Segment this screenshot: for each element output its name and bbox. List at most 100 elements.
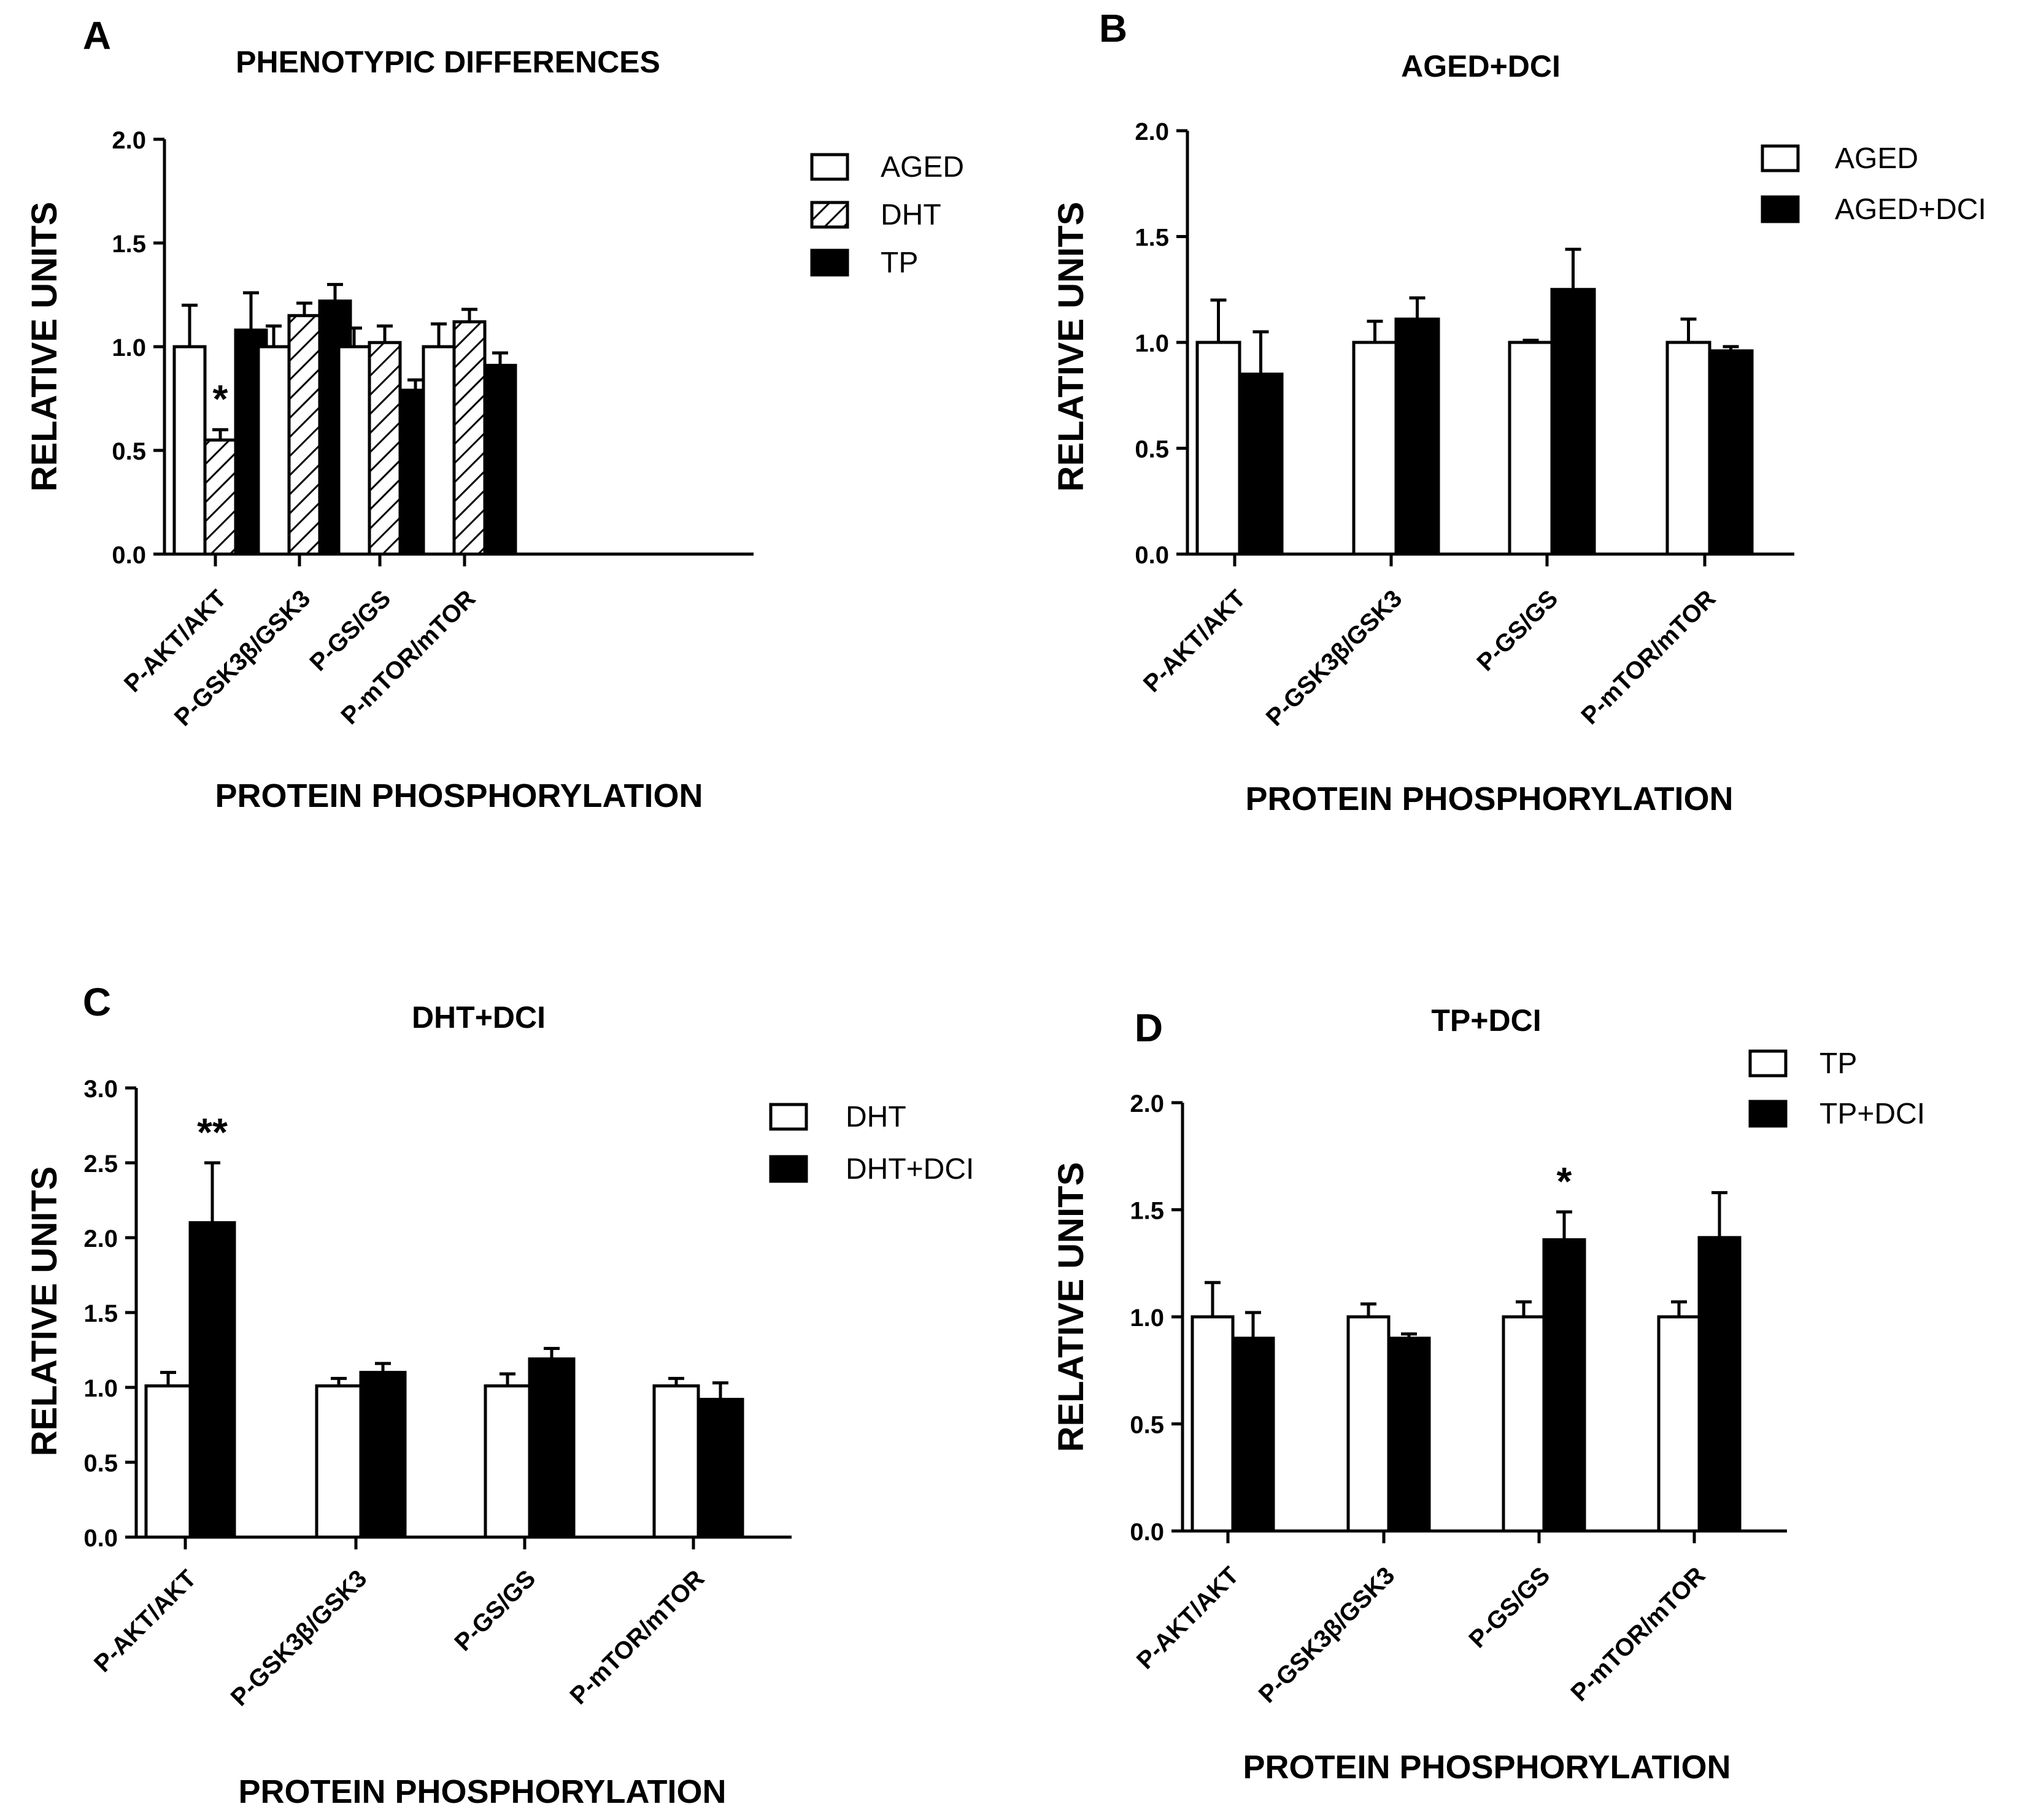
bar-aged-dci [1550, 288, 1596, 556]
bar-dht [315, 1384, 363, 1539]
panel-a: A PHENOTYPIC DIFFERENCES 0.0 0.5 1.0 1.5 2.0 RE… [25, 13, 964, 814]
panel-d: D TP+DCI 0.0 0.5 1.0 1.5 2.0 RELATIVE UNITS P-AK… [1051, 1003, 1925, 1786]
panel-b: B AGED+DCI 0.0 0.5 1.0 1.5 2.0 RELATIVE UNITS P-… [1051, 6, 1986, 817]
panel-label: B [1099, 6, 1127, 50]
x-category-label: P-GSK3β/GSK3 [1261, 585, 1408, 731]
y-axis-label: RELATIVE UNITS [1051, 202, 1091, 492]
panel-label: C [83, 980, 111, 1024]
legend-label: AGED [881, 151, 964, 183]
y-tick-label: 2.0 [83, 1225, 118, 1252]
bar-dht-dci [528, 1357, 576, 1539]
x-category-label: P-GSK3β/GSK3 [1254, 1562, 1400, 1708]
x-category-label: P-AKT/AKT [89, 1565, 202, 1678]
bar-aged [257, 345, 291, 556]
significance-marker: * [213, 377, 228, 421]
x-category-label: P-mTOR/mTOR [565, 1565, 709, 1710]
chart-title: AGED+DCI [1401, 49, 1561, 83]
bar-dht-dci [697, 1398, 744, 1539]
bar-aged-dci [1238, 372, 1284, 556]
y-tick-label: 1.0 [1135, 330, 1169, 357]
x-category-label: P-mTOR/mTOR [1576, 585, 1721, 730]
y-tick-label: 1.5 [112, 231, 146, 258]
legend-swatch [810, 249, 849, 277]
x-category-label: P-GS/GS [1472, 585, 1563, 676]
legend-swatch [810, 153, 849, 181]
y-tick-label: 0.5 [1130, 1412, 1164, 1439]
bar-dht [203, 438, 237, 556]
legend-label: TP+DCI [1819, 1098, 1925, 1130]
y-axis-label: RELATIVE UNITS [25, 1166, 64, 1457]
x-category-label: P-AKT/AKT [1132, 1562, 1244, 1675]
bar-dht-dci [188, 1221, 236, 1539]
y-tick-label: 2.0 [112, 127, 146, 154]
bar-aged-dci [1708, 349, 1754, 556]
y-axis-label: RELATIVE UNITS [25, 202, 64, 492]
x-axis-label: PROTEIN PHOSPHORYLATION [1243, 1749, 1731, 1786]
x-category-label: P-GS/GS [449, 1565, 541, 1656]
y-tick-label: 3.0 [83, 1076, 118, 1103]
legend-swatch [769, 1103, 808, 1131]
y-tick-label: 0.0 [112, 542, 146, 569]
y-tick-label: 0.5 [83, 1450, 118, 1477]
panel-label: D [1135, 1006, 1163, 1050]
bar-tp [1346, 1315, 1391, 1533]
bar-tp [1657, 1315, 1701, 1533]
y-tick-label: 1.0 [83, 1375, 118, 1402]
bar-aged [1352, 341, 1398, 556]
x-category-label: P-mTOR/mTOR [1565, 1562, 1710, 1706]
bar-aged [1195, 341, 1241, 556]
y-tick-label: 0.0 [1130, 1519, 1164, 1546]
bar-tp-dci [1542, 1238, 1586, 1533]
bar-dht [368, 341, 402, 556]
significance-marker: * [1557, 1159, 1572, 1203]
y-tick-label: 0.0 [83, 1525, 118, 1552]
significance-marker: ** [197, 1110, 228, 1154]
legend-label: AGED [1835, 142, 1918, 175]
legend-swatch [1748, 1100, 1788, 1128]
x-axis-label: PROTEIN PHOSPHORYLATION [1245, 781, 1733, 817]
legend-label: TP [1819, 1047, 1857, 1080]
legend-label: AGED+DCI [1835, 193, 1986, 226]
x-category-label: P-GS/GS [304, 585, 396, 676]
panel-c: C DHT+DCI 0.0 0.5 1.0 1.5 2.0 2.5 3.0 RELATIVE UN… [25, 980, 974, 1810]
legend-label: DHT+DCI [846, 1153, 974, 1186]
y-tick-label: 1.5 [83, 1300, 118, 1327]
bar-tp [483, 363, 517, 556]
x-category-label: P-AKT/AKT [1138, 585, 1251, 698]
bar-dht [484, 1384, 531, 1539]
y-tick-label: 1.0 [112, 334, 146, 361]
x-category-label: P-GSK3β/GSK3 [226, 1565, 372, 1711]
y-tick-label: 0.0 [1135, 542, 1169, 569]
panel-label: A [83, 13, 111, 58]
y-tick-label: 0.5 [112, 438, 146, 465]
bar-aged-dci [1394, 317, 1440, 556]
bar-tp-dci [1231, 1336, 1275, 1533]
y-tick-label: 2.5 [83, 1151, 118, 1178]
bar-aged [422, 345, 456, 556]
legend-swatch [1761, 195, 1800, 223]
bar-dht [452, 320, 487, 556]
bar-dht [144, 1384, 192, 1539]
bar-aged [337, 345, 371, 556]
bar-tp [1190, 1315, 1235, 1533]
y-tick-label: 1.5 [1135, 225, 1169, 252]
legend-swatch [769, 1155, 808, 1183]
chart-title: TP+DCI [1431, 1003, 1541, 1038]
chart-title: DHT+DCI [412, 1000, 546, 1035]
y-tick-label: 1.5 [1130, 1198, 1164, 1225]
bar-dht [652, 1384, 700, 1539]
y-axis-label: RELATIVE UNITS [1051, 1162, 1091, 1452]
legend-swatch [1761, 144, 1800, 172]
y-tick-label: 1.0 [1130, 1305, 1164, 1332]
legend-swatch [810, 201, 849, 229]
x-category-label: P-GS/GS [1464, 1562, 1555, 1653]
legend-label: DHT [846, 1101, 906, 1133]
bar-tp-dci [1387, 1336, 1431, 1533]
y-tick-label: 2.0 [1135, 118, 1169, 145]
bar-tp-dci [1697, 1236, 1742, 1533]
legend-swatch [1748, 1049, 1788, 1078]
bar-dht-dci [359, 1371, 407, 1539]
bar-aged [172, 345, 207, 556]
